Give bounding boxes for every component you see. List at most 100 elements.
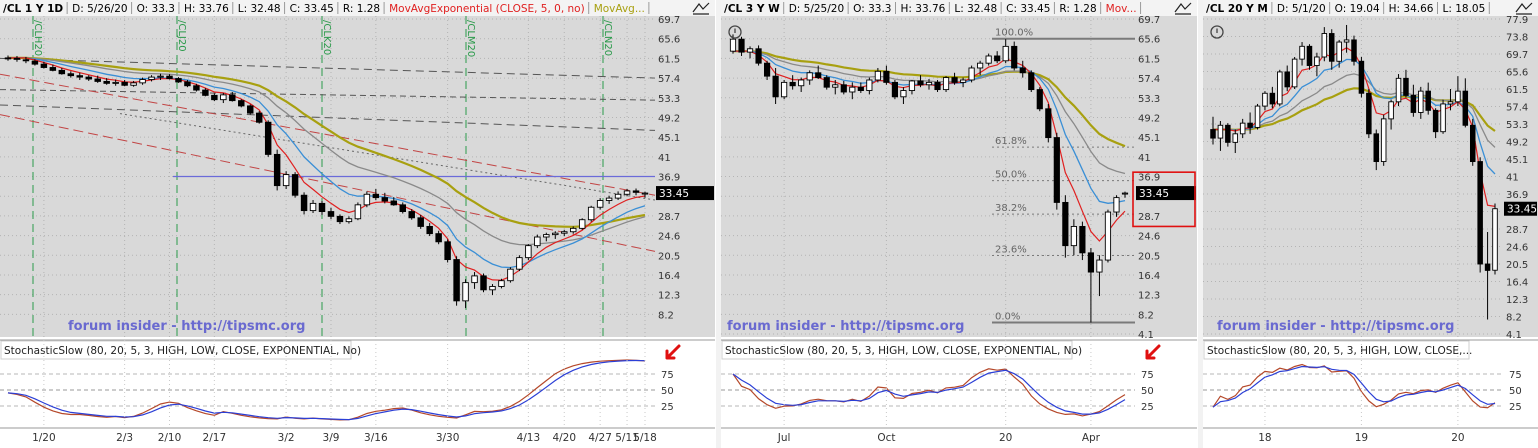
candle <box>1410 84 1417 117</box>
candle-body-down <box>417 217 424 227</box>
y-tick-label: 28.7 <box>1138 212 1160 223</box>
watermark-text: forum insider - http://tipsmc.org <box>68 319 305 334</box>
candle <box>1299 42 1305 66</box>
candle-body-up <box>746 48 754 53</box>
candle <box>336 214 344 225</box>
candle-body-down <box>1462 90 1469 126</box>
candle <box>772 67 779 104</box>
candle-body-down <box>1045 108 1052 139</box>
candle <box>309 200 317 213</box>
stochastic-label-box <box>721 340 1073 360</box>
candle-body-down <box>193 85 200 91</box>
header-range: R: 1.28 <box>1059 3 1096 15</box>
candle-body-down <box>1011 45 1018 69</box>
candle-body-down <box>1053 137 1060 203</box>
candle <box>1053 132 1060 210</box>
candle <box>58 67 66 75</box>
candle <box>569 226 577 234</box>
candle-body-down <box>291 174 299 196</box>
header-high: H: 33.76 <box>184 3 229 15</box>
candle-body-up <box>157 75 164 78</box>
header-open: O: 33.3 <box>853 3 891 15</box>
candle-body-down <box>76 75 84 78</box>
candle-body-down <box>1484 263 1491 271</box>
candle <box>1269 86 1276 109</box>
candle <box>1403 69 1409 98</box>
x-tick-label: Oct <box>877 432 895 444</box>
trendline <box>0 73 656 196</box>
candle-body-down <box>632 190 640 193</box>
candle <box>1262 91 1268 111</box>
y-tick-label: 49.2 <box>658 113 680 124</box>
highlight-box <box>1132 171 1196 228</box>
candle <box>67 71 75 78</box>
candle <box>985 53 992 66</box>
panel-divider[interactable] <box>716 0 721 448</box>
panel-divider[interactable] <box>1198 0 1203 448</box>
y-tick-label: 41 <box>1506 173 1519 184</box>
candle <box>1070 219 1077 256</box>
fib-level-label: 0.0% <box>995 311 1020 322</box>
candle-body-up <box>1388 101 1394 120</box>
header-bar <box>1203 0 1538 16</box>
candle-body-up <box>1395 77 1402 103</box>
fib-level-label: 100.0% <box>995 28 1033 39</box>
y-tick-label: 45.1 <box>1506 155 1528 166</box>
candle-body-down <box>480 275 487 291</box>
candle-body-down <box>318 202 326 213</box>
stochastic-tick-label: 75 <box>1509 370 1522 381</box>
alert-icon <box>728 25 742 39</box>
candle <box>1087 248 1095 323</box>
candle <box>516 255 523 272</box>
candle-body-down <box>815 72 822 79</box>
candle-body-up <box>543 234 550 238</box>
candle-body-up <box>866 79 873 91</box>
candle <box>130 80 137 87</box>
price-axis <box>1503 16 1538 337</box>
chart-20y-monthly-svg[interactable]: /CL 20 Y M D: 5/1/20 O: 19.04 H: 34.66 L: 18… <box>1203 0 1538 448</box>
candle-body-up <box>806 72 813 81</box>
chart-3y-weekly-svg[interactable]: /CL 3 Y W D: 5/25/20 O: 33.3 H: 33.76 L: 32.… <box>721 0 1197 448</box>
candle <box>121 79 128 87</box>
header-symbol: /CL 1 Y 1D <box>3 3 63 15</box>
last-price-tag <box>1136 186 1196 201</box>
candle <box>1239 118 1246 139</box>
candle-body-down <box>1247 122 1253 128</box>
candle-body-down <box>1358 60 1365 94</box>
y-tick-label: 20.5 <box>1506 260 1528 271</box>
header-high: H: 33.76 <box>901 3 946 15</box>
candle-body-down <box>336 215 344 223</box>
candle <box>291 172 299 198</box>
candle <box>832 79 839 95</box>
candle-body-up <box>900 90 907 98</box>
y-tick-label: 65.6 <box>1506 68 1528 79</box>
y-tick-label: 8.2 <box>1506 313 1522 324</box>
y-tick-label: 65.6 <box>658 35 680 46</box>
moving-average-line <box>8 56 646 228</box>
candle <box>891 79 899 100</box>
x-tick-label: 2/3 <box>116 432 133 444</box>
candle <box>480 273 487 293</box>
candle-body-down <box>273 153 281 187</box>
candle <box>840 80 847 95</box>
candle-body-down <box>40 63 48 68</box>
chart-1y-daily-svg[interactable]: /CL 1 Y 1D D: 5/26/20 O: 33.3 H: 33.76 L: 32… <box>0 0 715 448</box>
y-tick-label: 24.6 <box>658 232 680 243</box>
y-tick-label: 24.6 <box>1506 243 1528 254</box>
candle <box>806 70 813 85</box>
candle-body-up <box>832 84 839 88</box>
candle-body-up <box>798 79 805 87</box>
candle-body-down <box>399 204 406 213</box>
candle <box>1455 76 1461 107</box>
y-tick-label: 73.8 <box>1506 33 1528 44</box>
y-tick-label: 20.5 <box>658 251 680 262</box>
candle <box>453 256 460 306</box>
candle-body-down <box>13 57 21 60</box>
candle-body-down <box>1366 92 1372 135</box>
candle-body-up <box>1262 92 1268 107</box>
candle-body-up <box>345 218 353 223</box>
candle <box>1380 114 1387 166</box>
candle-body-up <box>139 79 146 84</box>
y-tick-label: 16.4 <box>658 271 680 282</box>
candle-body-up <box>908 80 916 91</box>
